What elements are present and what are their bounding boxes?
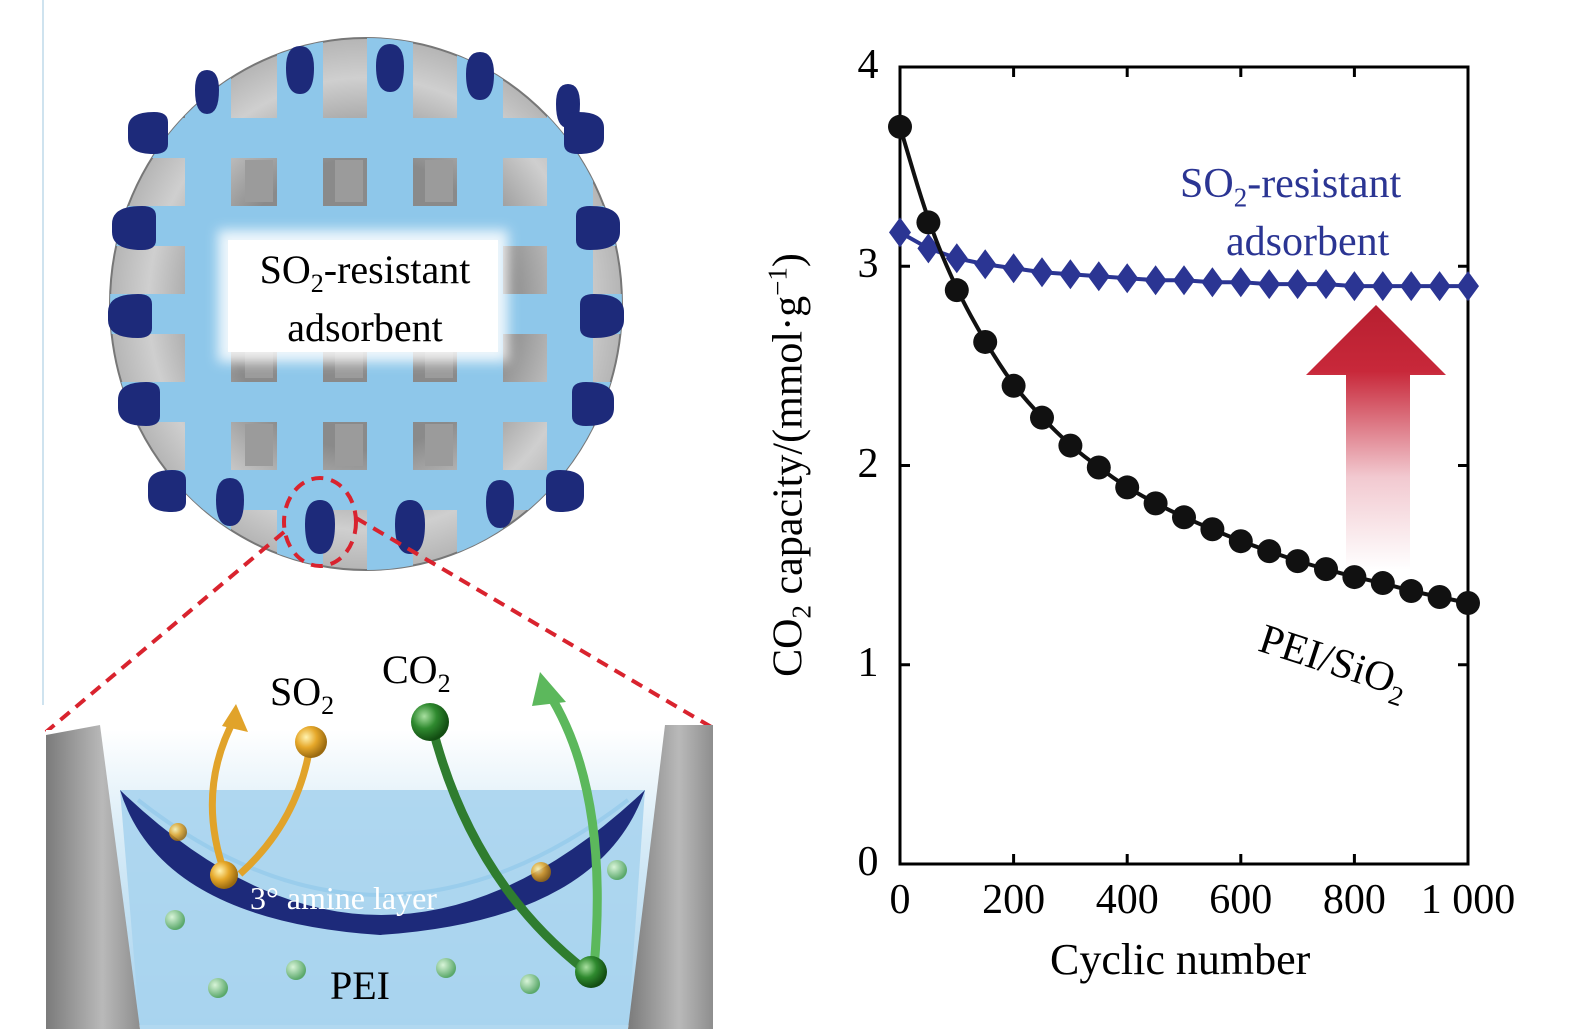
data-point-circle: [1115, 475, 1140, 500]
series-pei-sio2: [888, 114, 1480, 615]
data-point-circle: [944, 278, 969, 303]
y-tick-label: 0: [857, 839, 879, 885]
cycle-stability-chart: [888, 65, 1480, 866]
data-point-diamond: [1258, 269, 1281, 300]
data-point-circle: [1001, 373, 1026, 398]
so2-trajectory: [208, 704, 327, 889]
data-point-circle: [973, 329, 998, 354]
data-point-diamond: [1116, 263, 1139, 294]
zoom-line-right: [354, 516, 715, 730]
data-point-diamond: [1315, 269, 1337, 300]
data-point-diamond: [1457, 271, 1479, 302]
amine-layer-label: 3° amine layer: [250, 880, 437, 916]
co2-trajectory: [411, 672, 607, 988]
pei-fill: [120, 790, 645, 1029]
data-point-diamond: [1059, 259, 1082, 290]
data-point-circle: [888, 114, 912, 139]
improvement-arrow: [1306, 305, 1446, 570]
y-tick-label: 2: [857, 440, 879, 487]
data-point-diamond: [1201, 267, 1224, 298]
so2-gas-label: SO2: [270, 669, 335, 720]
pore-wall-left: [46, 725, 140, 1029]
data-point-circle: [1228, 529, 1253, 554]
data-point-circle: [1285, 549, 1310, 574]
data-point-diamond: [1031, 257, 1053, 288]
data-point-circle: [1257, 539, 1282, 564]
x-axis: [898, 67, 1470, 864]
y-axis: [900, 65, 1468, 866]
y-tick-label: 3: [857, 241, 879, 288]
data-point-circle: [1314, 557, 1338, 582]
zoom-line-left: [44, 530, 286, 734]
y-tick-label: 4: [857, 42, 879, 88]
series-label-so2-line2: adsorbent: [1226, 219, 1390, 265]
y-axis-title: CO2 capacity/(mmol·g−1): [762, 253, 817, 677]
x-tick-label: 0: [889, 877, 911, 923]
data-point-diamond: [1173, 265, 1195, 296]
data-point-diamond: [1144, 265, 1167, 296]
x-tick-label: 600: [1209, 877, 1273, 923]
co2-molecule: [411, 703, 449, 741]
series-so2-resistant: [889, 217, 1479, 302]
data-point-circle: [1427, 585, 1452, 610]
data-point-diamond: [889, 217, 911, 248]
data-point-circle: [1399, 579, 1424, 604]
data-point-diamond: [1428, 271, 1451, 302]
co2-gas-label: CO2: [382, 647, 451, 698]
data-point-diamond: [1400, 271, 1423, 302]
zoom-indicator: [44, 476, 715, 734]
so2-molecule: [295, 726, 327, 758]
data-point-circle: [1143, 491, 1168, 516]
x-tick-label: 800: [1322, 877, 1386, 923]
pei-amine-spheres: [165, 823, 627, 998]
data-point-circle: [1370, 571, 1395, 596]
data-point-diamond: [1286, 269, 1309, 300]
data-point-circle: [1172, 505, 1196, 530]
zoom-circle: [282, 476, 358, 568]
data-point-circle: [1030, 405, 1054, 430]
data-point-diamond: [1371, 271, 1394, 302]
x-axis-title: Cyclic number: [1050, 935, 1311, 984]
x-tick-label: 400: [1095, 877, 1159, 923]
data-point-circle: [1342, 565, 1367, 590]
particle-label-line1: SO2-resistant: [259, 247, 471, 298]
x-tick-label: 1 000: [1420, 877, 1516, 923]
particle-label-line2: adsorbent: [287, 305, 443, 350]
series-layer: [888, 114, 1480, 615]
data-point-circle: [1086, 455, 1111, 480]
adsorbent-particle: [108, 37, 624, 571]
pore-zoom-view: [46, 672, 713, 1029]
amine-pore-openings: [108, 44, 624, 554]
pei-label: PEI: [330, 963, 390, 1008]
pore-wall-right: [628, 725, 713, 1029]
data-point-diamond: [917, 233, 940, 264]
data-point-diamond: [974, 249, 997, 280]
data-point-diamond: [1002, 253, 1025, 284]
x-tick-label: 200: [982, 877, 1046, 923]
data-point-circle: [1200, 517, 1225, 542]
data-point-diamond: [1343, 271, 1366, 302]
data-point-diamond: [945, 243, 968, 274]
data-point-circle: [1058, 433, 1083, 458]
series-label-so2-line1: SO2-resistant: [1180, 161, 1402, 213]
data-point-circle: [916, 210, 941, 235]
data-point-circle: [1456, 590, 1480, 615]
data-point-diamond: [1087, 261, 1110, 292]
data-point-diamond: [1229, 267, 1252, 298]
y-tick-label: 1: [857, 639, 879, 686]
